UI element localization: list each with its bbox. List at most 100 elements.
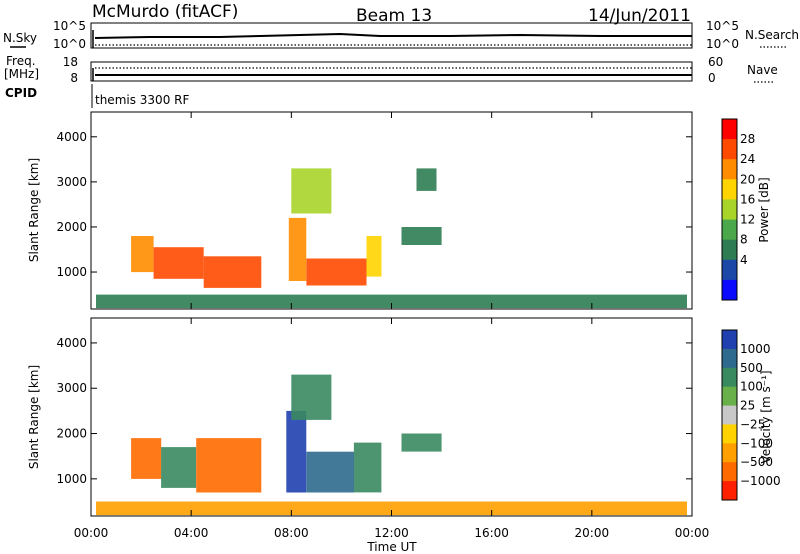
power-colorbar-tick-4: 12 [740, 213, 755, 227]
nsky-tick-top: 10^5 [53, 19, 86, 33]
velocity-y-tick-label-0: 1000 [56, 472, 87, 486]
freq-label-line2: [MHz] [4, 67, 39, 81]
velocity-colorbar-tick-3: 25 [740, 399, 755, 413]
power-y-axis: 1000 2000 3000 4000 [56, 130, 692, 279]
time-tick-label-2: 08:00 [274, 526, 309, 540]
freq-tick-top: 18 [63, 55, 78, 69]
power-colorbar-swatch-3 [722, 179, 737, 200]
power-colorbar: 28 24 20 16 12 8 4 [721, 118, 755, 301]
nsearch-tick-bottom: 10^0 [706, 37, 739, 51]
nave-tick-top: 60 [708, 55, 723, 69]
power-colorbar-swatch-8 [722, 279, 737, 301]
velocity-region-1 [161, 447, 197, 488]
power-y-tick-label-3: 4000 [56, 130, 87, 144]
power-colorbar-swatch-5 [722, 219, 737, 241]
power-colorbar-label: Power [dB] [757, 177, 771, 242]
time-axis-label: Time UT [366, 540, 417, 554]
velocity-colorbar-tick-4: −25 [740, 417, 765, 431]
time-tick-label-4: 16:00 [474, 526, 509, 540]
power-heatmap [96, 168, 687, 309]
velocity-region-8 [96, 501, 687, 516]
velocity-colorbar-swatch-2 [722, 367, 737, 388]
velocity-colorbar-swatch-7 [722, 462, 737, 482]
velocity-colorbar-swatch-5 [722, 424, 737, 444]
power-region-0 [131, 236, 154, 273]
velocity-colorbar-swatch-1 [722, 348, 737, 369]
velocity-y-tick-label-3: 4000 [56, 336, 87, 350]
velocity-colorbar-tick-6: −500 [740, 455, 773, 469]
velocity-colorbar-swatch-6 [722, 443, 737, 463]
velocity-colorbar-frame [721, 329, 738, 501]
nave-label: Nave [747, 63, 778, 77]
date-title: 14/Jun/2011 [588, 6, 691, 26]
power-colorbar-swatch-0 [722, 119, 737, 140]
nave-tick-bottom: 0 [708, 71, 716, 85]
velocity-colorbar-label: Velocity [m s⁻¹] [759, 370, 773, 463]
cpid-label: CPID [5, 86, 37, 100]
cpid-text: themis 3300 RF [95, 93, 189, 107]
power-colorbar-tick-1: 24 [740, 152, 755, 166]
power-colorbar-swatch-6 [722, 239, 737, 261]
velocity-region-2 [196, 438, 262, 493]
velocity-heatmap [96, 374, 687, 516]
nsky-tick-bottom: 10^0 [53, 37, 86, 51]
power-colorbar-tick-5: 8 [740, 233, 748, 247]
power-colorbar-swatch-7 [722, 259, 737, 281]
velocity-region-7 [401, 433, 442, 452]
freq-label-line1: Freq. [6, 54, 36, 68]
station-title: McMurdo (fitACF) [92, 2, 238, 22]
beam-title: Beam 13 [356, 6, 432, 26]
velocity-y-tick-label-1: 2000 [56, 427, 87, 441]
freq-tick-bottom: 8 [70, 71, 78, 85]
power-y-tick-label-2: 3000 [56, 175, 87, 189]
velocity-region-6 [291, 374, 332, 420]
power-y-tick-label-0: 1000 [56, 265, 87, 279]
power-region-5 [366, 236, 382, 277]
nsearch-tick-top: 10^5 [706, 19, 739, 33]
power-y-tick-label-1: 2000 [56, 220, 87, 234]
velocity-colorbar-swatch-4 [722, 405, 737, 425]
power-colorbar-frame [721, 118, 738, 301]
power-region-7 [291, 168, 332, 214]
velocity-y-tick-label-2: 3000 [56, 381, 87, 395]
power-colorbar-swatch-4 [722, 199, 737, 220]
power-colorbar-tick-0: 28 [740, 132, 755, 146]
power-region-8 [416, 168, 437, 191]
velocity-region-5 [353, 442, 382, 493]
power-region-4 [306, 258, 367, 286]
velocity-colorbar: 1000 500 100 25 −25 −100 −500 −1000 [721, 329, 781, 501]
power-region-6 [401, 227, 442, 245]
power-colorbar-swatch-2 [722, 159, 737, 180]
time-axis: 00:00 04:00 08:00 12:00 16:00 20:00 00:00 [74, 112, 710, 540]
velocity-colorbar-tick-1: 500 [740, 361, 763, 375]
velocity-colorbar-swatch-0 [722, 330, 737, 350]
velocity-colorbar-swatch-8 [722, 481, 737, 501]
power-y-axis-label: Slant Range [km] [27, 158, 41, 262]
power-colorbar-swatch-1 [722, 139, 737, 160]
power-colorbar-tick-3: 16 [740, 192, 755, 206]
velocity-region-4 [306, 451, 354, 493]
velocity-colorbar-tick-5: −100 [740, 436, 773, 450]
nsky-label: N.Sky [3, 31, 37, 45]
time-tick-label-1: 04:00 [174, 526, 209, 540]
power-region-3 [288, 217, 307, 281]
velocity-region-0 [131, 438, 162, 479]
power-region-1 [153, 247, 204, 279]
power-region-2 [203, 256, 262, 288]
time-tick-label-0: 00:00 [74, 526, 109, 540]
time-tick-label-3: 12:00 [374, 526, 409, 540]
velocity-colorbar-tick-7: −1000 [740, 474, 781, 488]
time-tick-label-6: 00:00 [675, 526, 710, 540]
power-colorbar-tick-6: 4 [740, 253, 748, 267]
velocity-colorbar-tick-0: 1000 [740, 342, 771, 356]
freq-panel-frame [90, 61, 693, 82]
velocity-y-axis: 1000 2000 3000 4000 [56, 336, 692, 486]
time-tick-label-5: 20:00 [575, 526, 610, 540]
power-panel-frame [90, 111, 693, 310]
nsearch-label: N.Search [745, 28, 799, 42]
velocity-colorbar-swatch-3 [722, 386, 737, 407]
nsky-solid-line [94, 32, 692, 39]
power-colorbar-tick-2: 20 [740, 172, 755, 186]
power-region-9 [96, 294, 687, 309]
